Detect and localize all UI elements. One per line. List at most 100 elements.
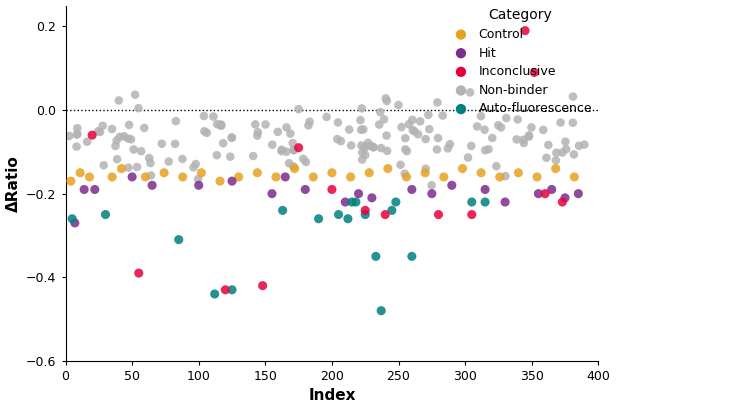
Legend: Control, Hit, Inconclusive, Non-binder, Auto-fluorescence: Control, Hit, Inconclusive, Non-binder, … (448, 8, 592, 115)
Control (65, 178, 77, 184)
Non-binder (276, 146, 288, 153)
Non-binder (486, 135, 498, 141)
Non-binder (396, 124, 408, 130)
Non-binder (355, 142, 367, 149)
Control (438, 174, 450, 180)
Non-binder (321, 114, 333, 120)
Non-binder (252, 129, 264, 135)
Non-binder (414, 118, 426, 125)
Control (83, 174, 95, 180)
Hit (226, 178, 238, 184)
Non-binder (211, 121, 223, 128)
Non-binder (422, 112, 434, 118)
Non-binder (343, 126, 355, 133)
Non-binder (138, 125, 150, 131)
Inconclusive (133, 270, 145, 276)
Inconclusive (86, 132, 98, 138)
Control (400, 174, 412, 180)
Hit (446, 182, 458, 189)
Non-binder (400, 146, 412, 153)
Non-binder (492, 122, 504, 128)
Non-binder (568, 151, 580, 158)
Non-binder (406, 117, 418, 123)
Non-binder (542, 142, 554, 148)
Non-binder (554, 119, 566, 126)
Auto-fluorescence (226, 287, 238, 293)
Non-binder (332, 119, 344, 126)
Non-binder (471, 123, 483, 130)
Auto-fluorescence (350, 199, 362, 205)
Non-binder (420, 166, 432, 172)
Non-binder (303, 119, 315, 125)
Hit (559, 195, 571, 201)
Auto-fluorescence (276, 207, 288, 213)
Control (158, 169, 170, 176)
Non-binder (412, 131, 424, 137)
Non-binder (225, 135, 237, 141)
Control (531, 174, 543, 180)
Non-binder (517, 137, 529, 143)
Non-binder (113, 134, 125, 140)
Non-binder (523, 132, 535, 139)
Non-binder (360, 143, 372, 150)
Non-binder (556, 149, 569, 156)
Non-binder (123, 121, 135, 128)
Non-binder (122, 164, 134, 171)
Inconclusive (556, 199, 569, 205)
Non-binder (442, 145, 454, 152)
Hit (299, 186, 311, 193)
Inconclusive (433, 211, 445, 218)
Inconclusive (257, 282, 269, 289)
Non-binder (499, 173, 511, 180)
Non-binder (409, 128, 421, 135)
Non-binder (272, 128, 284, 135)
Non-binder (155, 140, 167, 147)
Control (195, 169, 207, 176)
Non-binder (511, 136, 523, 143)
Non-binder (400, 135, 412, 142)
Non-binder (381, 98, 393, 104)
Inconclusive (379, 211, 391, 218)
Non-binder (297, 155, 309, 162)
Control (326, 169, 338, 176)
Non-binder (431, 146, 443, 153)
Non-binder (293, 106, 305, 112)
Non-binder (380, 95, 392, 102)
Control (363, 169, 376, 176)
Non-binder (81, 139, 93, 145)
Non-binder (426, 182, 438, 189)
Non-binder (132, 105, 144, 112)
Non-binder (135, 148, 147, 155)
Hit (572, 190, 584, 197)
Non-binder (215, 121, 227, 128)
Non-binder (106, 126, 118, 132)
Non-binder (198, 113, 210, 119)
Hit (279, 174, 291, 180)
Hit (499, 199, 511, 205)
Non-binder (331, 136, 343, 142)
Auto-fluorescence (390, 199, 402, 205)
Non-binder (362, 139, 374, 146)
Hit (89, 186, 101, 193)
Non-binder (288, 147, 300, 153)
Hit (126, 174, 138, 180)
Non-binder (403, 121, 415, 128)
Non-binder (358, 145, 370, 152)
Auto-fluorescence (173, 236, 185, 243)
Non-binder (285, 130, 297, 137)
Non-binder (381, 132, 393, 139)
Hit (78, 186, 90, 193)
Inconclusive (539, 190, 551, 197)
Non-binder (393, 102, 405, 108)
Non-binder (98, 162, 110, 169)
Non-binder (71, 131, 83, 138)
Non-binder (71, 125, 83, 131)
Non-binder (287, 140, 299, 146)
Non-binder (375, 145, 387, 151)
Hit (546, 186, 558, 193)
Non-binder (283, 160, 295, 166)
Non-binder (578, 142, 590, 148)
Non-binder (225, 153, 237, 160)
Non-binder (247, 153, 259, 160)
Control (493, 174, 505, 180)
